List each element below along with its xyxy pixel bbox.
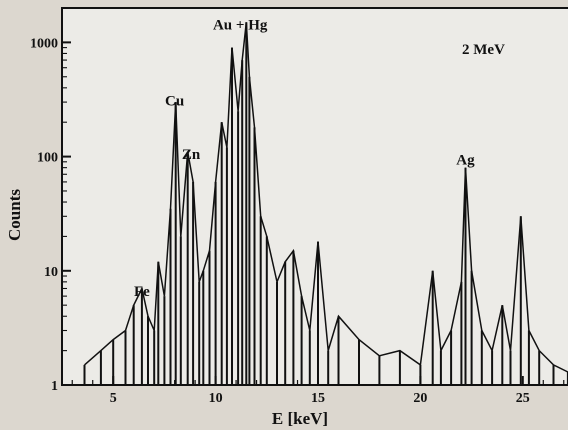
x-tick-label: 25 [516,391,530,406]
y-tick-label: 1000 [30,36,58,51]
peak-label: Cu [165,94,184,110]
y-tick-label: 1 [51,379,58,394]
x-axis-title: E [keV] [272,409,328,428]
peak-label: Ag [456,153,475,169]
plot-area [62,8,568,385]
x-tick-label: 5 [110,391,117,406]
beam-energy-annotation: 2 MeV [462,42,505,58]
y-axis-title: Counts [5,189,24,241]
y-tick-label: 10 [44,265,58,280]
spectrum-envelope-line [84,22,568,373]
axis-ticks: 5 10 15 20 25 1 10 100 1000 [30,7,565,406]
peak-label: Fe [134,284,150,300]
spectrum-marks: Fe Cu Zn Au + Hg Ag [83,17,568,385]
peak-label: Au + Hg [213,17,268,33]
y-tick-label: 100 [37,151,58,166]
peak-label: Zn [182,147,201,163]
x-tick-label: 15 [311,391,325,406]
x-tick-label: 20 [413,391,427,406]
x-tick-label: 10 [209,391,223,406]
